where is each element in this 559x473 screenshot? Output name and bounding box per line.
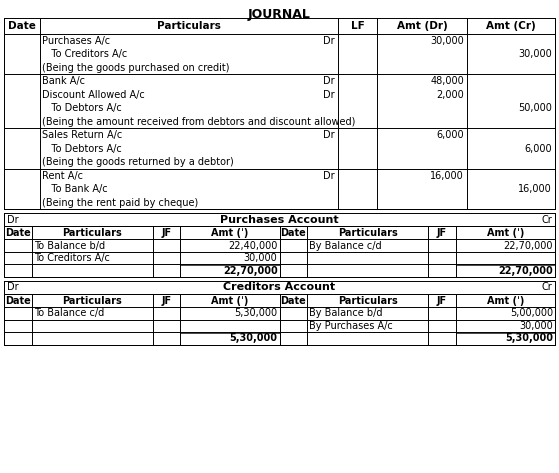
Text: By Balance c/d: By Balance c/d	[309, 241, 382, 251]
Text: 30,000: 30,000	[244, 253, 277, 263]
Text: Rent A/c: Rent A/c	[42, 171, 83, 181]
Text: 50,000: 50,000	[518, 103, 552, 113]
Text: JOURNAL: JOURNAL	[248, 8, 311, 21]
Text: 30,000: 30,000	[430, 36, 464, 46]
Text: Dr: Dr	[323, 76, 335, 86]
Text: Discount Allowed A/c: Discount Allowed A/c	[42, 90, 145, 100]
Text: To Balance c/d: To Balance c/d	[34, 308, 104, 318]
Text: (Being the goods purchased on credit): (Being the goods purchased on credit)	[42, 63, 230, 73]
Text: Dr: Dr	[7, 282, 18, 292]
Text: (Being the rent paid by cheque): (Being the rent paid by cheque)	[42, 198, 198, 208]
Text: Date: Date	[5, 296, 31, 306]
Text: Dr: Dr	[7, 215, 18, 225]
Text: JF: JF	[162, 296, 172, 306]
Text: Amt (ˈ): Amt (ˈ)	[487, 296, 524, 306]
Text: (Being the amount received from debtors and discount allowed): (Being the amount received from debtors …	[42, 117, 356, 127]
Text: 48,000: 48,000	[430, 76, 464, 86]
Text: 5,30,000: 5,30,000	[505, 333, 553, 343]
Text: Amt (Cr): Amt (Cr)	[486, 21, 536, 31]
Text: To Debtors A/c: To Debtors A/c	[42, 103, 122, 113]
Text: Date: Date	[281, 228, 306, 238]
Text: Date: Date	[281, 296, 306, 306]
Text: 5,30,000: 5,30,000	[234, 308, 277, 318]
Text: To Balance b/d: To Balance b/d	[34, 241, 105, 251]
Text: Particulars: Particulars	[62, 296, 122, 306]
Text: Dr: Dr	[323, 90, 335, 100]
Text: 30,000: 30,000	[519, 321, 553, 331]
Text: Particulars: Particulars	[62, 228, 122, 238]
Text: 5,00,000: 5,00,000	[510, 308, 553, 318]
Text: 6,000: 6,000	[524, 144, 552, 154]
Text: Amt (ˈ): Amt (ˈ)	[487, 228, 524, 238]
Text: By Purchases A/c: By Purchases A/c	[309, 321, 393, 331]
Text: By Balance b/d: By Balance b/d	[309, 308, 382, 318]
Text: Particulars: Particulars	[338, 228, 397, 238]
Text: Dr: Dr	[323, 36, 335, 46]
Text: 30,000: 30,000	[518, 49, 552, 59]
Text: Amt (ˈ): Amt (ˈ)	[211, 296, 249, 306]
Text: Date: Date	[8, 21, 36, 31]
Text: To Bank A/c: To Bank A/c	[42, 184, 108, 194]
Text: Particulars: Particulars	[157, 21, 221, 31]
Text: LF: LF	[350, 21, 364, 31]
Text: Dr: Dr	[323, 171, 335, 181]
Text: (Being the goods returned by a debtor): (Being the goods returned by a debtor)	[42, 157, 234, 167]
Text: Purchases A/c: Purchases A/c	[42, 36, 110, 46]
Text: Amt (ˈ): Amt (ˈ)	[211, 228, 249, 238]
Text: Dr: Dr	[323, 130, 335, 140]
Text: Creditors Account: Creditors Account	[224, 282, 335, 292]
Text: To Creditors A/c: To Creditors A/c	[42, 49, 127, 59]
Text: To Debtors A/c: To Debtors A/c	[42, 144, 122, 154]
Text: 16,000: 16,000	[518, 184, 552, 194]
Text: 22,70,000: 22,70,000	[222, 266, 277, 276]
Text: Amt (Dr): Amt (Dr)	[397, 21, 447, 31]
Text: Bank A/c: Bank A/c	[42, 76, 85, 86]
Text: 5,30,000: 5,30,000	[230, 333, 277, 343]
Text: Particulars: Particulars	[338, 296, 397, 306]
Text: 2,000: 2,000	[436, 90, 464, 100]
Text: 22,70,000: 22,70,000	[504, 241, 553, 251]
Text: 16,000: 16,000	[430, 171, 464, 181]
Text: JF: JF	[437, 296, 447, 306]
Text: Cr: Cr	[541, 215, 552, 225]
Text: Date: Date	[5, 228, 31, 238]
Text: JF: JF	[437, 228, 447, 238]
Text: 6,000: 6,000	[437, 130, 464, 140]
Text: Sales Return A/c: Sales Return A/c	[42, 130, 122, 140]
Text: JF: JF	[162, 228, 172, 238]
Text: Purchases Account: Purchases Account	[220, 215, 339, 225]
Text: To Creditors A/c: To Creditors A/c	[34, 253, 110, 263]
Text: 22,40,000: 22,40,000	[228, 241, 277, 251]
Text: 22,70,000: 22,70,000	[498, 266, 553, 276]
Text: Cr: Cr	[541, 282, 552, 292]
